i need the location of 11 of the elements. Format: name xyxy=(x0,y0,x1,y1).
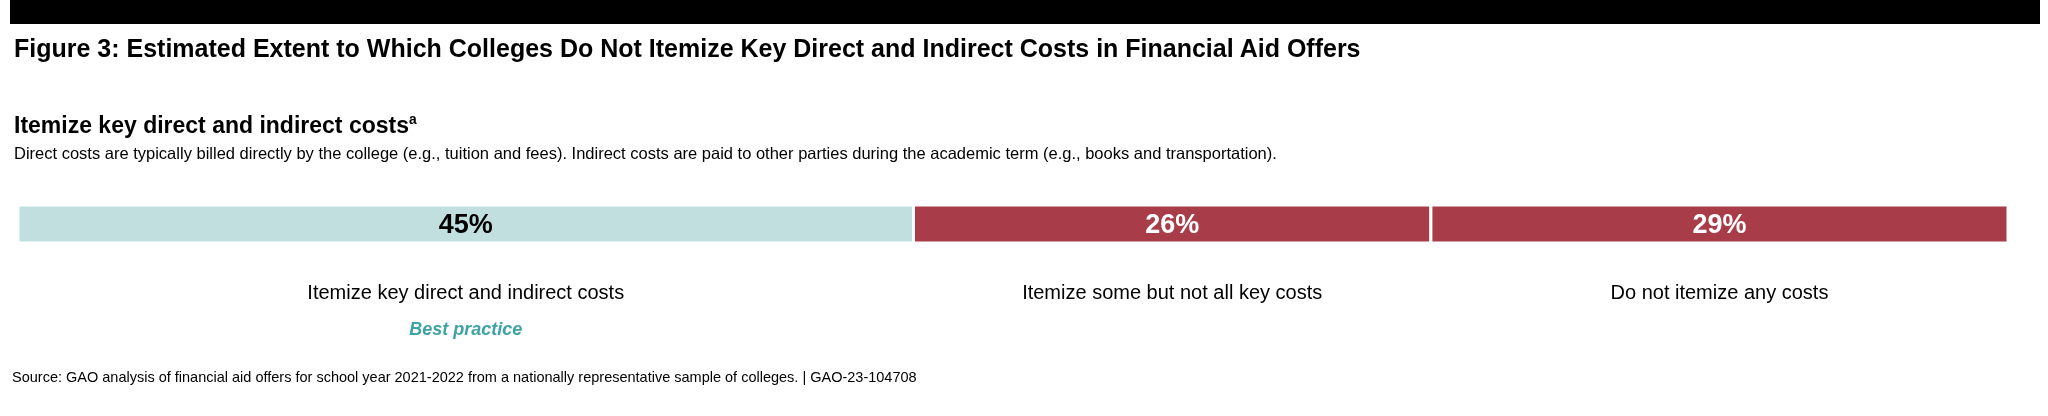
text: Direct costs are typically billed directly by the college (e.g., tuition and fees). Indirect costs are paid to other parties during the academic term (e.g., books and transportation). xyxy=(14,144,1277,163)
data-label: 29% xyxy=(1692,209,1747,239)
text: Best practice xyxy=(409,319,523,339)
series-label: Itemize key direct and indirect costs xyxy=(307,281,625,303)
source-note: Source: GAO analysis of financial aid offers for school year 2021-2022 from a nationally representative sample of colleges. | GAO-23-104708 xyxy=(12,369,917,385)
chart-title: Figure 3: Estimated Extent to Which Colleges Do Not Itemize Key Direct and Indirect Costs in Financial Aid Offers xyxy=(14,34,1361,63)
chart-subtitle: Itemize key direct and indirect costs$^{a}$ xyxy=(14,112,417,139)
series-label: Itemize some but not all key costs xyxy=(1022,281,1323,303)
series-label: Do not itemize any costs xyxy=(1610,281,1829,303)
data-label: 26% xyxy=(1145,209,1200,239)
data-label: 45% xyxy=(438,209,493,239)
